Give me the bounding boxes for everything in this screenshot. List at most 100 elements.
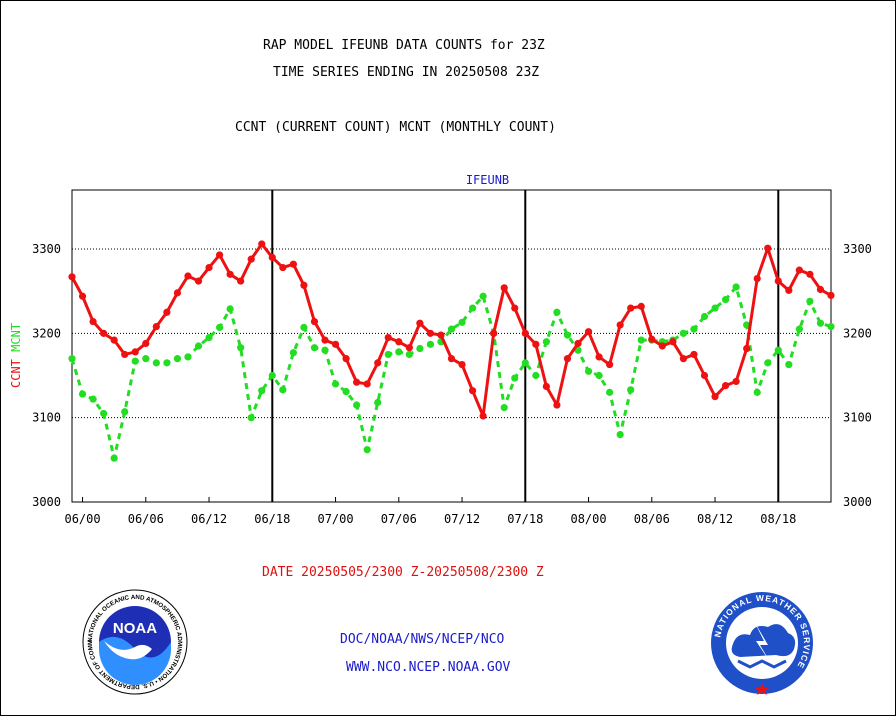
data-point-mcnt xyxy=(163,359,171,367)
data-point-ccnt xyxy=(574,339,582,348)
data-point-ccnt xyxy=(121,350,129,359)
data-point-mcnt xyxy=(89,395,97,403)
data-point-mcnt xyxy=(785,360,793,369)
data-point-mcnt xyxy=(690,325,698,333)
data-point-ccnt xyxy=(711,392,719,401)
data-point-ccnt xyxy=(152,323,160,331)
data-point-mcnt xyxy=(806,297,814,305)
data-point-mcnt xyxy=(627,386,635,394)
data-point-ccnt xyxy=(721,382,730,390)
data-point-ccnt xyxy=(447,355,456,363)
data-point-ccnt xyxy=(437,331,445,339)
data-point-ccnt xyxy=(553,401,561,409)
data-point-mcnt xyxy=(331,380,340,388)
data-point-ccnt xyxy=(279,263,287,272)
data-point-mcnt xyxy=(595,371,603,380)
chart-subtitle: CCNT (CURRENT COUNT) MCNT (MONTHLY COUNT… xyxy=(235,120,556,135)
data-point-ccnt xyxy=(205,263,213,272)
website-link[interactable]: WWW.NCO.NCEP.NOAA.GOV xyxy=(346,660,511,675)
data-point-mcnt xyxy=(532,371,540,380)
data-point-mcnt xyxy=(774,346,782,354)
data-point-ccnt xyxy=(542,382,550,391)
y-tick-label-right: 3300 xyxy=(843,242,872,256)
y-tick-label-right: 3200 xyxy=(843,326,872,340)
data-point-ccnt xyxy=(827,291,835,300)
x-tick-label: 06/06 xyxy=(128,512,164,526)
data-point-ccnt xyxy=(353,378,361,386)
data-point-mcnt xyxy=(584,367,593,375)
data-point-ccnt xyxy=(194,277,203,285)
data-point-mcnt xyxy=(700,312,709,321)
data-point-mcnt xyxy=(511,374,519,382)
data-point-ccnt xyxy=(458,360,466,369)
data-point-mcnt xyxy=(300,323,308,332)
data-point-mcnt xyxy=(100,409,108,418)
data-point-mcnt xyxy=(110,454,118,462)
data-point-mcnt xyxy=(500,403,508,412)
data-point-ccnt xyxy=(563,355,572,363)
org-link[interactable]: DOC/NOAA/NWS/NCEP/NCO xyxy=(340,632,505,647)
data-point-ccnt xyxy=(321,336,329,344)
data-point-mcnt xyxy=(215,323,224,332)
data-point-mcnt xyxy=(131,357,139,365)
data-point-mcnt xyxy=(395,348,403,356)
noaa-logo-text: NOAA xyxy=(113,620,157,637)
data-point-mcnt xyxy=(310,344,319,352)
data-point-ccnt xyxy=(648,335,656,343)
data-point-ccnt xyxy=(595,353,603,361)
data-point-mcnt xyxy=(205,333,213,342)
data-point-ccnt xyxy=(268,253,276,262)
data-point-mcnt xyxy=(764,359,772,367)
data-point-mcnt xyxy=(521,359,529,367)
data-point-ccnt xyxy=(532,340,540,348)
data-point-mcnt xyxy=(405,350,413,359)
data-point-mcnt xyxy=(721,296,730,304)
x-tick-label: 07/18 xyxy=(507,512,543,526)
data-point-mcnt xyxy=(353,401,361,409)
data-point-ccnt xyxy=(584,328,593,336)
data-point-ccnt xyxy=(289,260,297,268)
data-point-ccnt xyxy=(237,277,245,285)
y-tick-label-right: 3100 xyxy=(843,411,872,425)
data-point-mcnt xyxy=(78,390,87,398)
x-tick-label: 07/06 xyxy=(381,512,417,526)
data-point-ccnt xyxy=(743,344,751,353)
data-point-mcnt xyxy=(753,388,761,396)
x-tick-label: 08/06 xyxy=(634,512,670,526)
data-point-ccnt xyxy=(806,270,814,278)
data-point-mcnt xyxy=(173,355,182,363)
data-point-ccnt xyxy=(89,317,97,326)
data-point-ccnt xyxy=(690,350,698,359)
data-point-ccnt xyxy=(110,336,118,344)
y-tick-label-right: 3000 xyxy=(843,495,872,509)
data-point-mcnt xyxy=(553,308,561,316)
x-tick-label: 08/00 xyxy=(570,512,606,526)
data-point-ccnt xyxy=(616,321,624,329)
data-point-mcnt xyxy=(152,359,160,367)
data-point-mcnt xyxy=(289,349,297,357)
data-point-ccnt xyxy=(816,285,825,294)
data-point-ccnt xyxy=(184,272,192,280)
data-point-mcnt xyxy=(247,414,255,422)
data-point-mcnt xyxy=(416,344,424,353)
chart-title-line2: TIME SERIES ENDING IN 20250508 23Z xyxy=(273,65,540,80)
date-range-label: DATE 20250505/2300 Z-20250508/2300 Z xyxy=(262,565,544,580)
data-point-mcnt xyxy=(426,340,435,348)
data-point-mcnt xyxy=(68,355,76,363)
data-point-ccnt xyxy=(100,329,108,337)
data-point-mcnt xyxy=(121,408,129,416)
data-point-ccnt xyxy=(785,286,793,294)
data-point-ccnt xyxy=(331,340,340,348)
data-point-mcnt xyxy=(279,386,287,394)
y-tick-label-left: 3200 xyxy=(32,326,61,340)
x-tick-label: 06/18 xyxy=(254,512,290,526)
data-point-ccnt xyxy=(384,333,392,342)
noaa-logo: NOAA NATIONAL OCEANIC AND ATMOSPHERIC AD… xyxy=(82,589,188,695)
chart-title-line1: RAP MODEL IFEUNB DATA COUNTS for 23Z xyxy=(263,38,545,53)
data-point-ccnt xyxy=(426,329,435,337)
y-tick-label-left: 3300 xyxy=(32,242,61,256)
data-point-mcnt xyxy=(637,336,645,344)
data-point-ccnt xyxy=(310,317,319,326)
data-point-ccnt xyxy=(247,255,255,263)
